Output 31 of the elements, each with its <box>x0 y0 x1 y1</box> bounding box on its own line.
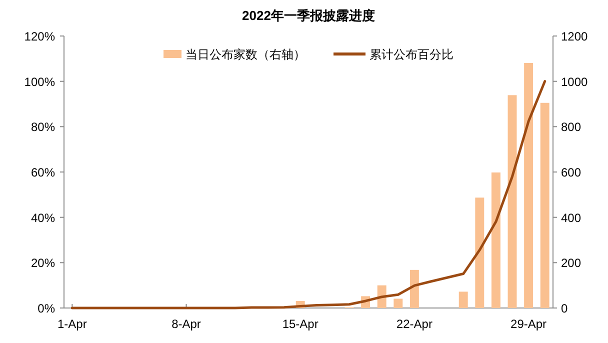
y2-tick-label: 600 <box>561 166 582 180</box>
y-tick-label: 40% <box>30 210 56 225</box>
chart-title: 2022年一季报披露进度 <box>242 8 375 23</box>
bar <box>508 95 517 308</box>
legend-label: 当日公布家数（右轴） <box>186 48 306 62</box>
y2-tick-label: 0 <box>561 302 568 316</box>
bar <box>524 62 534 308</box>
line-series <box>70 80 546 310</box>
bar <box>410 270 419 308</box>
bar <box>394 298 403 308</box>
legend-label: 累计公布百分比 <box>370 48 454 62</box>
y-tick-label: 120% <box>24 30 56 44</box>
bar <box>491 172 500 308</box>
x-tick-label: 29-Apr <box>510 317 547 331</box>
y2-tick-label: 1000 <box>561 74 588 89</box>
bar <box>458 292 468 308</box>
y-tick-label: 60% <box>30 166 56 180</box>
x-tick-label: 8-Apr <box>172 317 201 331</box>
y2-tick-label: 800 <box>561 120 582 134</box>
y-tick-label: 100% <box>24 74 56 89</box>
x-tick-label: 1-Apr <box>57 317 87 331</box>
x-tick-label: 22-Apr <box>396 317 432 331</box>
bar <box>540 102 550 308</box>
y-tick-label: 20% <box>30 256 56 270</box>
y2-tick-label: 200 <box>561 256 582 270</box>
y-tick-label: 80% <box>30 120 56 134</box>
y2-tick-label: 400 <box>561 210 582 225</box>
bar <box>475 198 484 308</box>
y2-tick-label: 1200 <box>561 30 588 44</box>
x-tick-label: 15-Apr <box>282 317 318 331</box>
y-tick-label: 0% <box>38 302 56 316</box>
